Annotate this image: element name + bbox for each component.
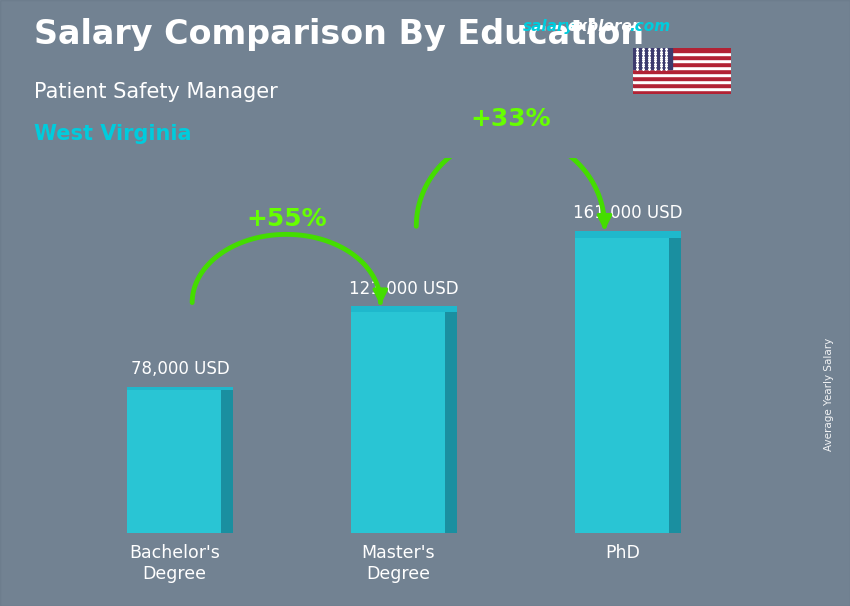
Text: +55%: +55% bbox=[246, 207, 326, 231]
Bar bbox=[633, 87, 731, 90]
Text: 161,000 USD: 161,000 USD bbox=[574, 204, 683, 222]
FancyBboxPatch shape bbox=[351, 306, 456, 311]
Text: +33%: +33% bbox=[470, 107, 551, 131]
Text: explorer: explorer bbox=[568, 19, 640, 35]
Text: 78,000 USD: 78,000 USD bbox=[131, 361, 230, 378]
Bar bbox=[633, 66, 731, 70]
FancyBboxPatch shape bbox=[575, 231, 681, 238]
Bar bbox=[633, 73, 731, 76]
Bar bbox=[633, 80, 731, 84]
Bar bbox=[351, 306, 445, 533]
Text: Average Yearly Salary: Average Yearly Salary bbox=[824, 338, 834, 450]
Bar bbox=[670, 231, 681, 533]
Bar bbox=[633, 70, 731, 73]
Bar bbox=[128, 387, 221, 533]
Bar bbox=[445, 306, 456, 533]
Bar bbox=[633, 62, 731, 66]
Text: 121,000 USD: 121,000 USD bbox=[349, 279, 459, 298]
Bar bbox=[633, 90, 731, 94]
Bar bbox=[633, 59, 731, 62]
Text: .com: .com bbox=[629, 19, 670, 35]
Bar bbox=[633, 84, 731, 87]
Text: salary: salary bbox=[523, 19, 575, 35]
Text: Salary Comparison By Education: Salary Comparison By Education bbox=[34, 18, 644, 51]
Bar bbox=[633, 48, 672, 70]
Bar bbox=[633, 52, 731, 56]
Bar bbox=[221, 387, 233, 533]
Text: West Virginia: West Virginia bbox=[34, 124, 191, 144]
Text: Patient Safety Manager: Patient Safety Manager bbox=[34, 82, 278, 102]
FancyBboxPatch shape bbox=[128, 387, 233, 390]
Bar bbox=[633, 76, 731, 80]
Bar bbox=[633, 48, 731, 52]
Bar bbox=[575, 231, 670, 533]
Bar bbox=[633, 56, 731, 59]
